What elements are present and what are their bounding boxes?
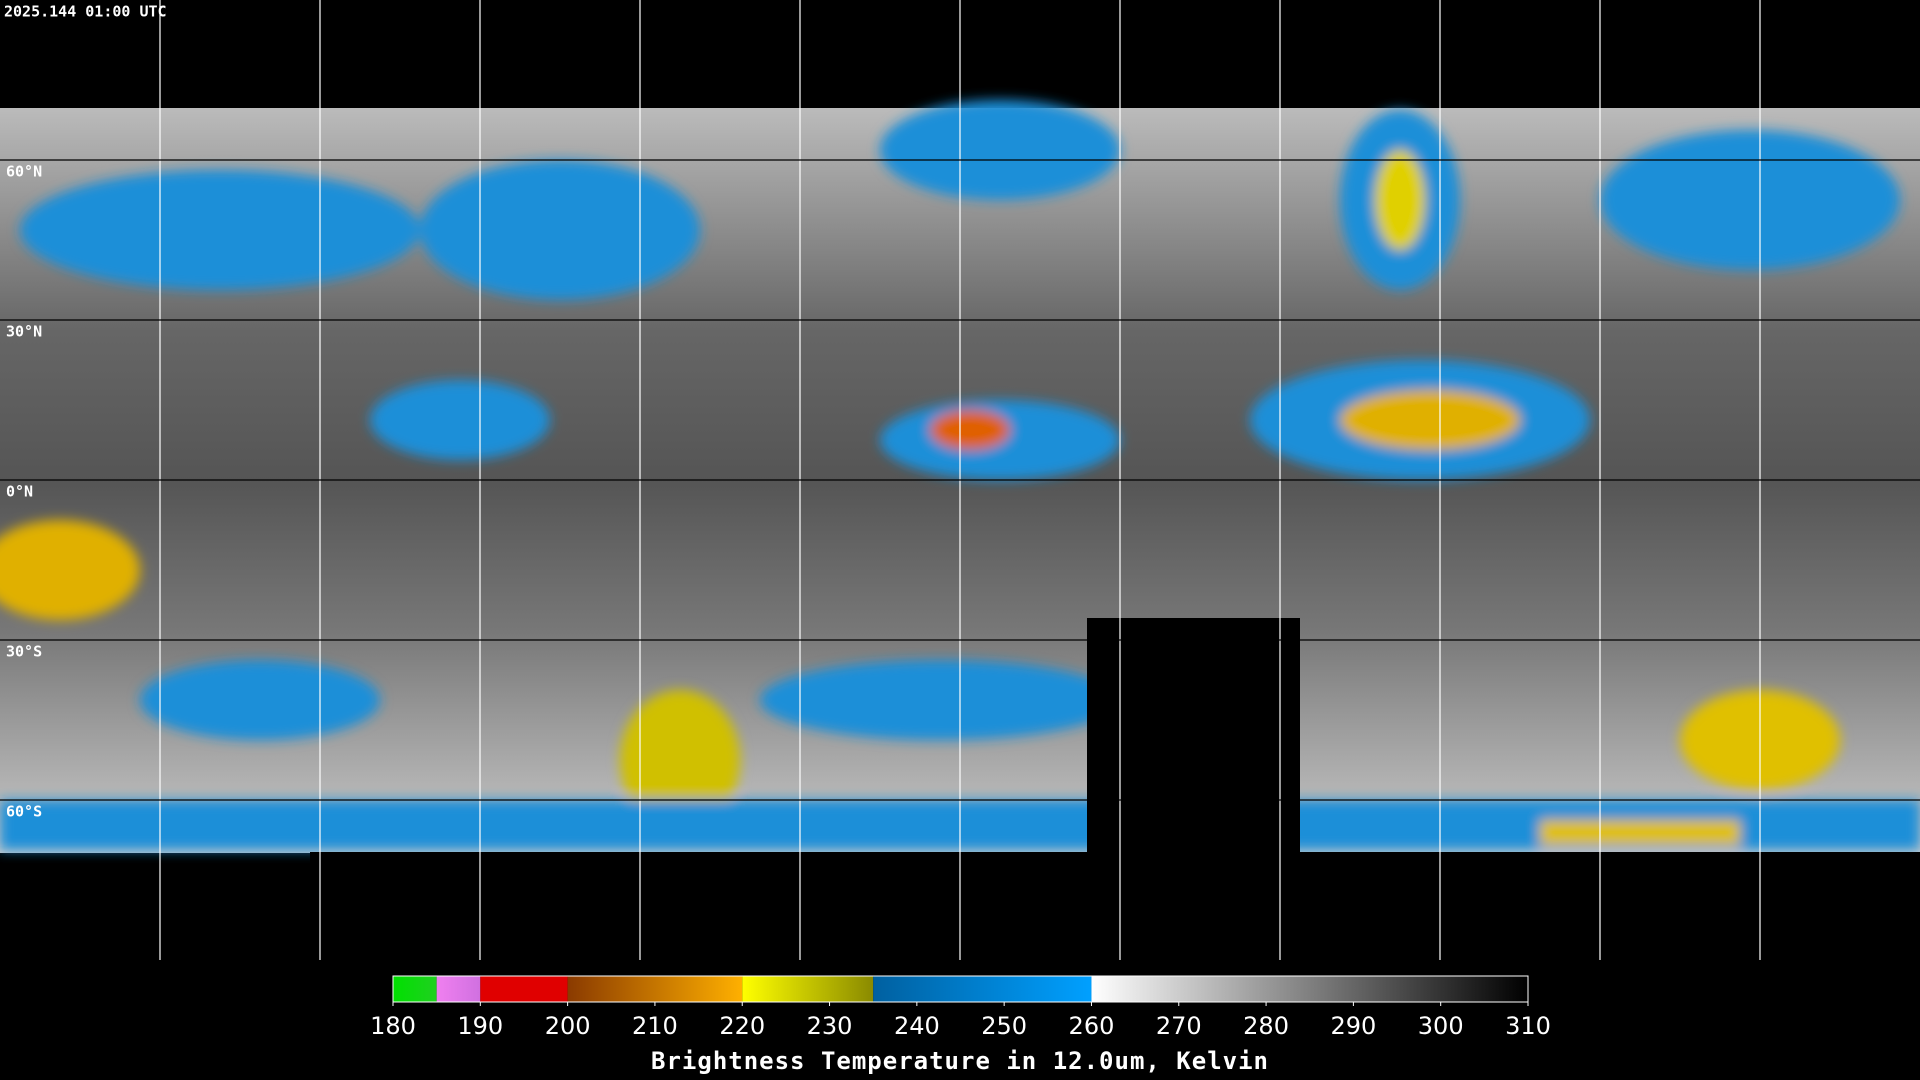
colorbar-tick-label: 180	[370, 1012, 416, 1040]
colorbar: 180 190 200 210 220 230 240 250 260 270 280 290 300 3…	[370, 975, 1551, 1040]
colorbar-tick-label: 290	[1330, 1012, 1376, 1040]
colorbar-tick-label: 200	[545, 1012, 591, 1040]
colorbar-tick-label: 270	[1156, 1012, 1202, 1040]
colorbar-segment	[742, 976, 874, 1002]
colorbar-tick-label: 240	[894, 1012, 940, 1040]
colorbar-tick-label: 230	[807, 1012, 853, 1040]
colorbar-segment	[393, 976, 437, 1002]
latitude-label: 30°N	[6, 323, 42, 341]
colorbar-tick-label: 300	[1418, 1012, 1464, 1040]
colorbar-segment	[436, 976, 481, 1002]
latitude-label: 60°S	[6, 803, 42, 821]
latitude-label: 30°S	[6, 643, 42, 661]
colorbar-title: Brightness Temperature in 12.0um, Kelvin	[651, 1047, 1269, 1075]
timestamp: 2025.144 01:00 UTC	[4, 3, 167, 21]
colorbar-tick-label: 190	[457, 1012, 503, 1040]
colorbar-frame	[392, 975, 1529, 1003]
latitude-label: 60°N	[6, 163, 42, 181]
colorbar-segment	[873, 976, 1092, 1002]
colorbar-tick-label: 280	[1243, 1012, 1289, 1040]
graticule: 60°N 30°N 0°N 30°S 60°S	[6, 0, 1761, 960]
colorbar-tick-label: 260	[1069, 1012, 1115, 1040]
latitude-label: 0°N	[6, 483, 33, 501]
no-data-box	[1087, 618, 1300, 853]
colorbar-segment	[480, 976, 568, 1002]
colorbar-tick-label: 210	[632, 1012, 678, 1040]
no-data-south	[310, 852, 1920, 960]
colorbar-tick-label: 250	[981, 1012, 1027, 1040]
colorbar-tick-label: 310	[1505, 1012, 1551, 1040]
colorbar-tick-label: 220	[719, 1012, 765, 1040]
colorbar-segment	[567, 976, 743, 1002]
colorbar-segment	[1091, 976, 1528, 1002]
